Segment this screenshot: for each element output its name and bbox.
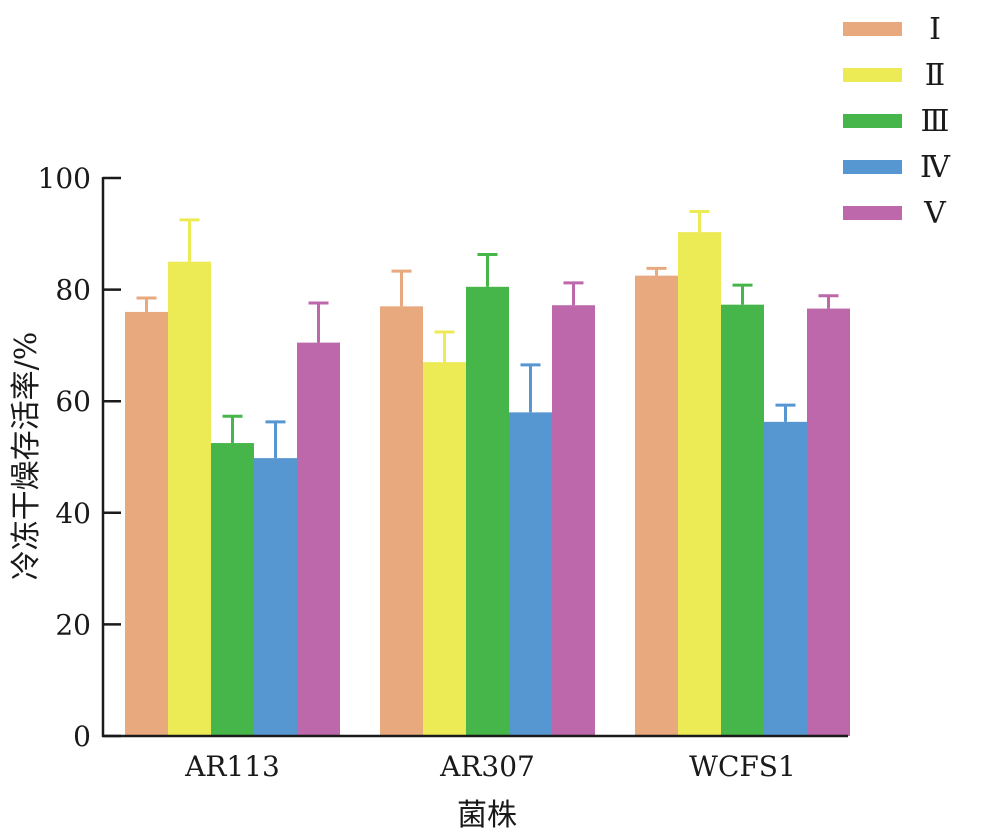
- legend-swatch: [843, 22, 902, 36]
- legend-swatch: [843, 68, 902, 82]
- legend: Ⅰ Ⅱ Ⅲ Ⅳ Ⅴ: [843, 12, 951, 231]
- y-tick-label: 0: [73, 720, 91, 753]
- bar: [211, 443, 254, 736]
- bar: [807, 308, 850, 736]
- bar: [678, 232, 721, 736]
- legend-label: Ⅰ: [929, 12, 941, 47]
- y-tick-label: 80: [55, 274, 91, 307]
- x-category-labels: AR113 AR307 WCFS1: [184, 750, 796, 783]
- bar: [423, 362, 466, 736]
- x-category-label: WCFS1: [689, 750, 796, 783]
- legend-swatch: [843, 114, 902, 128]
- x-category-label: AR113: [184, 750, 280, 783]
- bar: [764, 421, 807, 736]
- y-ticks: 0 20 40 60 80 100: [38, 162, 121, 753]
- bar: [552, 305, 595, 736]
- y-tick-label: 40: [55, 497, 91, 530]
- y-axis-title: 冷冻干燥存活率/%: [9, 332, 44, 581]
- axes: [101, 177, 848, 738]
- bar: [254, 458, 297, 736]
- bar: [125, 311, 168, 736]
- bar: [380, 306, 423, 736]
- x-axis-title: 菌株: [457, 798, 517, 833]
- bar: [509, 412, 552, 736]
- y-tick-label: 20: [55, 608, 91, 641]
- y-tick-label: 100: [38, 162, 91, 195]
- legend-label: Ⅳ: [920, 150, 951, 185]
- bars-layer: [125, 232, 850, 736]
- legend-swatch: [843, 206, 902, 220]
- bar: [466, 286, 509, 736]
- legend-label: Ⅲ: [921, 104, 950, 139]
- legend-swatch: [843, 160, 902, 174]
- legend-label: Ⅱ: [925, 58, 945, 93]
- bar: [168, 261, 211, 736]
- legend-label: Ⅴ: [923, 196, 947, 231]
- error-bars-layer: [136, 209, 839, 459]
- x-category-label: AR307: [439, 750, 535, 783]
- bar: [297, 342, 340, 736]
- bar: [635, 275, 678, 736]
- bar: [721, 304, 764, 736]
- y-tick-label: 60: [55, 385, 91, 418]
